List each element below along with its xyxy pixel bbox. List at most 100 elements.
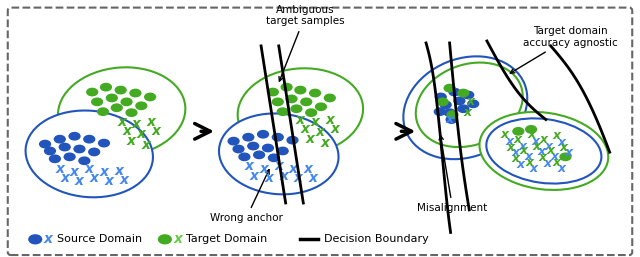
Text: Decision Boundary: Decision Boundary bbox=[324, 234, 429, 244]
Ellipse shape bbox=[449, 88, 460, 96]
Ellipse shape bbox=[258, 131, 268, 138]
Ellipse shape bbox=[316, 103, 326, 111]
Text: x: x bbox=[44, 232, 52, 246]
Ellipse shape bbox=[486, 118, 602, 183]
Text: x: x bbox=[316, 125, 324, 139]
Ellipse shape bbox=[69, 133, 80, 140]
Text: x: x bbox=[506, 141, 515, 153]
Ellipse shape bbox=[87, 88, 98, 96]
Text: x: x bbox=[294, 171, 303, 186]
Ellipse shape bbox=[435, 93, 446, 101]
Ellipse shape bbox=[54, 135, 65, 143]
Text: x: x bbox=[132, 117, 141, 131]
Ellipse shape bbox=[239, 153, 250, 161]
Ellipse shape bbox=[40, 140, 51, 148]
Text: x: x bbox=[310, 115, 319, 130]
Ellipse shape bbox=[416, 62, 523, 147]
Text: x: x bbox=[511, 146, 520, 159]
Text: Ambiguous
target samples: Ambiguous target samples bbox=[266, 5, 344, 81]
Ellipse shape bbox=[219, 113, 339, 194]
Ellipse shape bbox=[89, 148, 100, 156]
Text: x: x bbox=[463, 106, 471, 119]
Text: x: x bbox=[84, 162, 94, 176]
Text: x: x bbox=[330, 122, 339, 136]
Ellipse shape bbox=[237, 68, 363, 155]
Ellipse shape bbox=[291, 105, 302, 112]
Ellipse shape bbox=[262, 144, 273, 152]
Ellipse shape bbox=[268, 88, 278, 96]
Ellipse shape bbox=[126, 109, 137, 116]
Ellipse shape bbox=[468, 100, 479, 107]
Text: x: x bbox=[301, 122, 310, 136]
Text: Target domain
accuracy agnostic: Target domain accuracy agnostic bbox=[510, 26, 618, 73]
Text: x: x bbox=[141, 138, 150, 152]
Ellipse shape bbox=[115, 86, 126, 94]
Text: x: x bbox=[122, 124, 131, 138]
Text: x: x bbox=[500, 128, 509, 141]
Ellipse shape bbox=[58, 67, 186, 156]
Ellipse shape bbox=[295, 86, 306, 94]
Ellipse shape bbox=[79, 157, 90, 164]
Text: x: x bbox=[547, 144, 555, 158]
Text: x: x bbox=[538, 145, 546, 158]
Ellipse shape bbox=[84, 135, 95, 143]
Text: x: x bbox=[321, 136, 330, 150]
Ellipse shape bbox=[440, 101, 451, 108]
Text: Source Domain: Source Domain bbox=[57, 234, 142, 244]
Ellipse shape bbox=[444, 85, 455, 92]
Text: x: x bbox=[250, 169, 259, 182]
Ellipse shape bbox=[268, 154, 279, 161]
Text: x: x bbox=[516, 158, 524, 171]
Text: x: x bbox=[70, 164, 79, 179]
Ellipse shape bbox=[560, 153, 571, 161]
Text: x: x bbox=[532, 135, 540, 148]
Ellipse shape bbox=[64, 153, 75, 161]
Ellipse shape bbox=[99, 139, 109, 147]
Ellipse shape bbox=[74, 145, 85, 153]
Text: x: x bbox=[75, 175, 84, 188]
Text: x: x bbox=[445, 113, 454, 126]
Text: x: x bbox=[325, 113, 334, 126]
Text: x: x bbox=[518, 140, 526, 153]
Text: x: x bbox=[152, 124, 161, 138]
Ellipse shape bbox=[29, 235, 42, 244]
Text: Wrong anchor: Wrong anchor bbox=[210, 170, 283, 223]
Text: x: x bbox=[519, 144, 527, 158]
Text: x: x bbox=[279, 169, 288, 182]
Text: x: x bbox=[147, 115, 156, 128]
Text: x: x bbox=[540, 133, 548, 146]
Text: x: x bbox=[275, 159, 284, 173]
Text: x: x bbox=[544, 157, 552, 170]
Ellipse shape bbox=[60, 143, 70, 151]
Text: x: x bbox=[564, 146, 572, 159]
Text: x: x bbox=[137, 127, 146, 141]
Text: x: x bbox=[557, 162, 566, 175]
Ellipse shape bbox=[228, 137, 239, 145]
Ellipse shape bbox=[403, 56, 527, 159]
Ellipse shape bbox=[277, 108, 288, 115]
Ellipse shape bbox=[136, 102, 147, 109]
Ellipse shape bbox=[253, 151, 264, 159]
Ellipse shape bbox=[446, 116, 457, 123]
Ellipse shape bbox=[98, 108, 108, 115]
Text: x: x bbox=[306, 132, 315, 146]
Text: x: x bbox=[127, 134, 136, 148]
Text: x: x bbox=[527, 128, 535, 141]
Text: x: x bbox=[513, 133, 522, 146]
Text: x: x bbox=[117, 115, 126, 128]
Ellipse shape bbox=[277, 147, 288, 155]
Ellipse shape bbox=[92, 98, 102, 106]
Ellipse shape bbox=[287, 136, 298, 144]
Text: x: x bbox=[545, 140, 553, 153]
Ellipse shape bbox=[513, 128, 524, 135]
Text: x: x bbox=[119, 173, 128, 187]
Text: x: x bbox=[539, 151, 547, 164]
Text: x: x bbox=[533, 140, 541, 153]
Ellipse shape bbox=[458, 89, 468, 97]
Ellipse shape bbox=[233, 145, 244, 153]
Text: x: x bbox=[559, 141, 568, 153]
Ellipse shape bbox=[273, 134, 283, 141]
Ellipse shape bbox=[145, 93, 156, 101]
Ellipse shape bbox=[273, 98, 283, 106]
Text: x: x bbox=[114, 164, 124, 178]
